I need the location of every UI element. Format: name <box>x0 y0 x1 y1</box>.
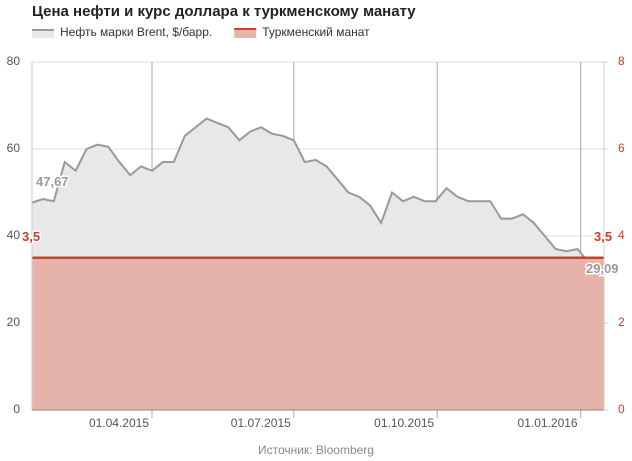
source: Источник: Bloomberg <box>258 443 374 457</box>
y-tick-label: 80 <box>7 54 21 68</box>
legend-swatch <box>234 28 257 38</box>
y2-tick-label: 0 <box>618 402 625 416</box>
y-tick-label: 40 <box>7 228 21 242</box>
x-tick-label: 01.04.2015 <box>89 416 149 430</box>
x-tick-label: 01.07.2015 <box>231 416 291 430</box>
legend-swatch <box>32 30 54 38</box>
data-label: 3,5 <box>594 229 612 244</box>
y2-tick-label: 8 <box>618 54 625 68</box>
y2-tick-label: 4 <box>618 228 625 242</box>
legend-label: Туркменский манат <box>262 25 370 39</box>
y-tick-label: 0 <box>13 402 20 416</box>
legend-label: Нефть марки Brent, $/барр. <box>60 25 212 39</box>
y-tick-label: 20 <box>7 315 21 329</box>
data-label: 47,67 <box>36 174 69 189</box>
data-label: 29,09 <box>586 261 619 276</box>
y2-tick-label: 6 <box>618 141 625 155</box>
x-tick-label: 01.10.2015 <box>374 416 434 430</box>
data-label: 3,5 <box>22 229 40 244</box>
x-tick-label: 01.01.2016 <box>518 416 578 430</box>
series-area <box>32 257 604 410</box>
series-line <box>31 117 605 284</box>
y-tick-label: 60 <box>7 141 21 155</box>
chart-title: Цена нефти и курс доллара к туркменскому… <box>32 3 416 20</box>
y2-tick-label: 2 <box>618 315 625 329</box>
